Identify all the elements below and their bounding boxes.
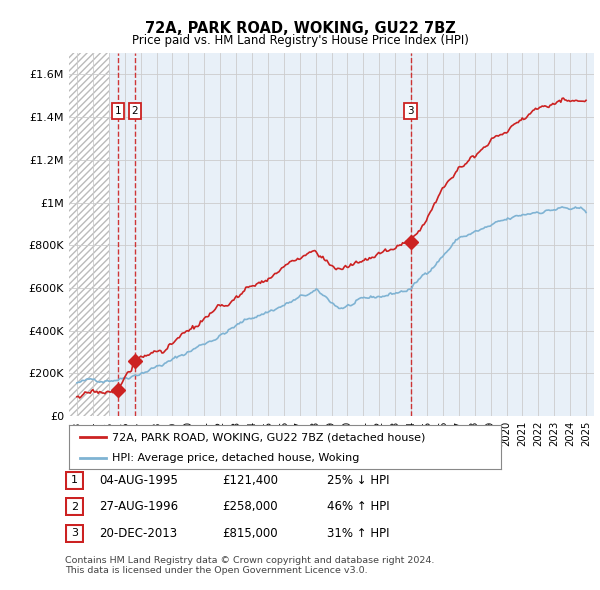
Text: £121,400: £121,400 — [222, 474, 278, 487]
Text: 3: 3 — [71, 529, 78, 538]
Text: 3: 3 — [407, 106, 414, 116]
Text: 72A, PARK ROAD, WOKING, GU22 7BZ (detached house): 72A, PARK ROAD, WOKING, GU22 7BZ (detach… — [112, 432, 425, 442]
FancyBboxPatch shape — [66, 525, 83, 542]
FancyBboxPatch shape — [66, 472, 83, 489]
Text: 20-DEC-2013: 20-DEC-2013 — [99, 527, 177, 540]
Text: HPI: Average price, detached house, Woking: HPI: Average price, detached house, Woki… — [112, 453, 359, 463]
Text: 27-AUG-1996: 27-AUG-1996 — [99, 500, 178, 513]
Text: 2: 2 — [71, 502, 78, 512]
Text: £258,000: £258,000 — [222, 500, 278, 513]
Text: 1: 1 — [115, 106, 121, 116]
Text: 04-AUG-1995: 04-AUG-1995 — [99, 474, 178, 487]
Text: 2: 2 — [132, 106, 139, 116]
Text: 25% ↓ HPI: 25% ↓ HPI — [327, 474, 389, 487]
Text: Contains HM Land Registry data © Crown copyright and database right 2024.
This d: Contains HM Land Registry data © Crown c… — [65, 556, 434, 575]
FancyBboxPatch shape — [66, 499, 83, 515]
Text: Price paid vs. HM Land Registry's House Price Index (HPI): Price paid vs. HM Land Registry's House … — [131, 34, 469, 47]
Text: 72A, PARK ROAD, WOKING, GU22 7BZ: 72A, PARK ROAD, WOKING, GU22 7BZ — [145, 21, 455, 35]
Text: 31% ↑ HPI: 31% ↑ HPI — [327, 527, 389, 540]
Text: £815,000: £815,000 — [222, 527, 278, 540]
Text: 1: 1 — [71, 476, 78, 485]
Text: 46% ↑ HPI: 46% ↑ HPI — [327, 500, 389, 513]
